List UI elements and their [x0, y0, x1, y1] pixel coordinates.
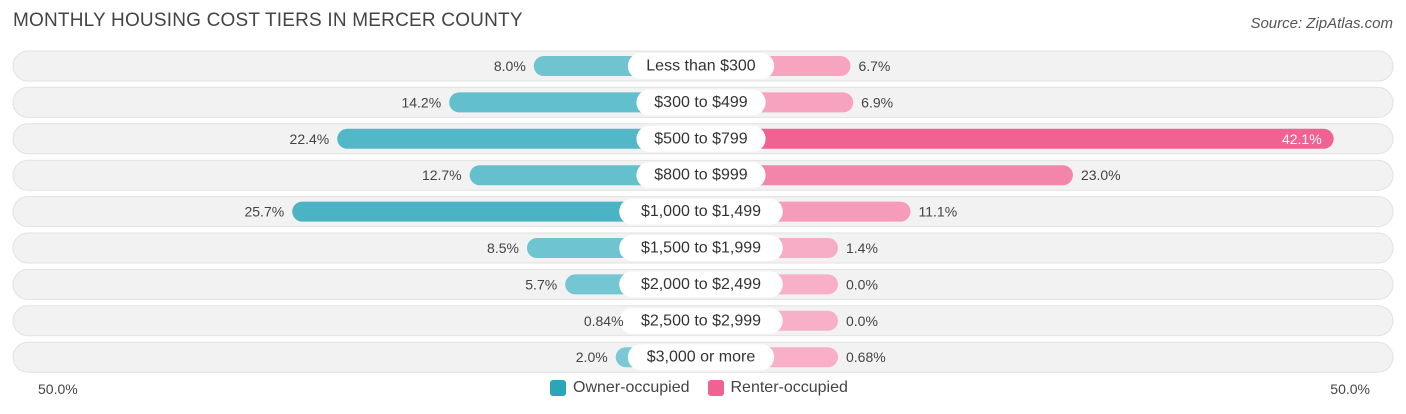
legend-item-owner: Owner-occupied: [550, 379, 690, 397]
category-label: $2,500 to $2,999: [641, 312, 761, 329]
legend-swatch-renter: [707, 380, 724, 396]
renter-value-label: 11.1%: [919, 204, 958, 220]
category-label-bg: [619, 307, 783, 334]
category-label-bg: [619, 271, 783, 298]
renter-value-label: 6.9%: [861, 94, 893, 110]
category-label: $1,000 to $1,499: [641, 203, 761, 220]
category-label-bg: [636, 162, 766, 189]
category-label-bg: [627, 344, 775, 371]
owner-value-label: 8.5%: [487, 240, 519, 256]
renter-value-label: 0.68%: [846, 349, 886, 365]
source-label: Source: ZipAtlas.com: [1250, 15, 1393, 32]
axis-right-label: 50.0%: [1330, 381, 1370, 397]
renter-value-label: 23.0%: [1081, 167, 1121, 183]
renter-value-label: 1.4%: [846, 240, 878, 256]
category-label-bg: [636, 125, 766, 152]
owner-bar: [337, 128, 701, 149]
owner-value-label: 5.7%: [525, 276, 557, 292]
category-label: $800 to $999: [654, 167, 748, 184]
legend-label-renter: Renter-occupied: [730, 379, 848, 396]
category-label-bg: [636, 89, 766, 116]
owner-bar: [292, 201, 701, 222]
category-label: $500 to $799: [654, 130, 748, 147]
legend-swatch-owner: [550, 380, 566, 396]
category-label: Less than $300: [646, 58, 756, 75]
category-label-bg: [627, 53, 775, 79]
category-label-bg: [619, 235, 783, 261]
renter-bar: [701, 128, 1334, 149]
owner-value-label: 12.7%: [422, 167, 462, 183]
category-label: $3,000 or more: [647, 349, 756, 366]
category-label-bg: [619, 198, 783, 225]
renter-value-label: 0.0%: [846, 276, 878, 292]
owner-value-label: 25.7%: [244, 204, 284, 220]
legend-label-owner: Owner-occupied: [573, 379, 690, 396]
owner-value-label: 8.0%: [494, 58, 526, 74]
renter-bar: [701, 165, 1073, 186]
owner-value-label: 14.2%: [401, 94, 441, 110]
owner-value-label: 2.0%: [576, 349, 608, 365]
category-label: $300 to $499: [654, 94, 748, 111]
legend-item-renter: Renter-occupied: [707, 379, 848, 397]
renter-value-label: 42.1%: [1282, 131, 1322, 147]
legend: Owner-occupied Renter-occupied: [550, 379, 856, 397]
owner-value-label: 22.4%: [290, 131, 330, 147]
owner-value-label: 0.84%: [584, 313, 624, 329]
category-label: $2,000 to $2,499: [641, 276, 761, 293]
renter-value-label: 0.0%: [846, 313, 878, 329]
axis-left-label: 50.0%: [38, 381, 78, 397]
renter-value-label: 6.7%: [858, 58, 890, 74]
category-label: $1,500 to $1,999: [641, 240, 761, 257]
chart-title: MONTHLY HOUSING COST TIERS IN MERCER COU…: [13, 10, 523, 31]
